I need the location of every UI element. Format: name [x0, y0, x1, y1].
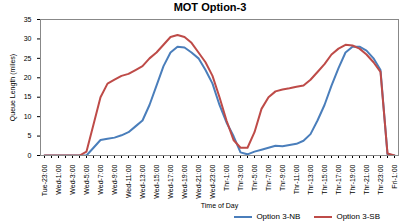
- svg-text:Tue-23:00: Tue-23:00: [41, 164, 48, 196]
- svg-text:Wed-5:00: Wed-5:00: [83, 164, 90, 194]
- svg-text:0: 0: [28, 152, 32, 159]
- svg-text:Wed-23:00: Wed-23:00: [209, 164, 216, 198]
- svg-text:Thr-17:00: Thr-17:00: [335, 164, 342, 194]
- svg-text:Thr-19:00: Thr-19:00: [349, 164, 356, 194]
- html-text:Option 3-NB: Option 3-NB: [256, 212, 301, 221]
- svg-text:Wed-1:00: Wed-1:00: [55, 164, 62, 194]
- svg-text:Thr-15:00: Thr-15:00: [321, 164, 328, 194]
- svg-text:Thr-9:00: Thr-9:00: [279, 164, 286, 191]
- svg-text:Fri-1:00: Fri-1:00: [391, 164, 398, 188]
- svg-text:35: 35: [24, 16, 32, 23]
- svg-text:5: 5: [28, 132, 32, 139]
- svg-text:Wed-17:00: Wed-17:00: [167, 164, 174, 198]
- svg-text:Wed-19:00: Wed-19:00: [181, 164, 188, 198]
- svg-text:25: 25: [24, 55, 32, 62]
- svg-text:Thr-5:00: Thr-5:00: [251, 164, 258, 191]
- svg-text:Wed-15:00: Wed-15:00: [153, 164, 160, 198]
- svg-text:Wed-13:00: Wed-13:00: [139, 164, 146, 198]
- svg-text:Thr-23:00: Thr-23:00: [377, 164, 384, 194]
- svg-text:Thr-1:00: Thr-1:00: [223, 164, 230, 191]
- svg-text:Wed-7:00: Wed-7:00: [97, 164, 104, 194]
- svg-text:Thr-11:00: Thr-11:00: [293, 164, 300, 194]
- svg-text:Thr-13:00: Thr-13:00: [307, 164, 314, 194]
- svg-text:Wed-9:00: Wed-9:00: [111, 164, 118, 194]
- svg-text:Time of Day: Time of Day: [201, 202, 239, 210]
- svg-text:20: 20: [24, 74, 32, 81]
- svg-text:Thr-3:00: Thr-3:00: [237, 164, 244, 191]
- svg-text:Wed-3:00: Wed-3:00: [69, 164, 76, 194]
- svg-text:Thr-7:00: Thr-7:00: [265, 164, 272, 191]
- svg-text:10: 10: [24, 113, 32, 120]
- svg-text:Wed-21:00: Wed-21:00: [195, 164, 202, 198]
- svg-text:Thr-21:00: Thr-21:00: [363, 164, 370, 194]
- html-text:Option 3-SB: Option 3-SB: [336, 212, 380, 221]
- svg-text:15: 15: [24, 93, 32, 100]
- svg-text:Wed-11:00: Wed-11:00: [125, 164, 132, 198]
- svg-text:Queue Length (miles): Queue Length (miles): [9, 54, 17, 121]
- html-text:MOT Option-3: MOT Option-3: [173, 1, 247, 13]
- svg-text:30: 30: [24, 35, 32, 42]
